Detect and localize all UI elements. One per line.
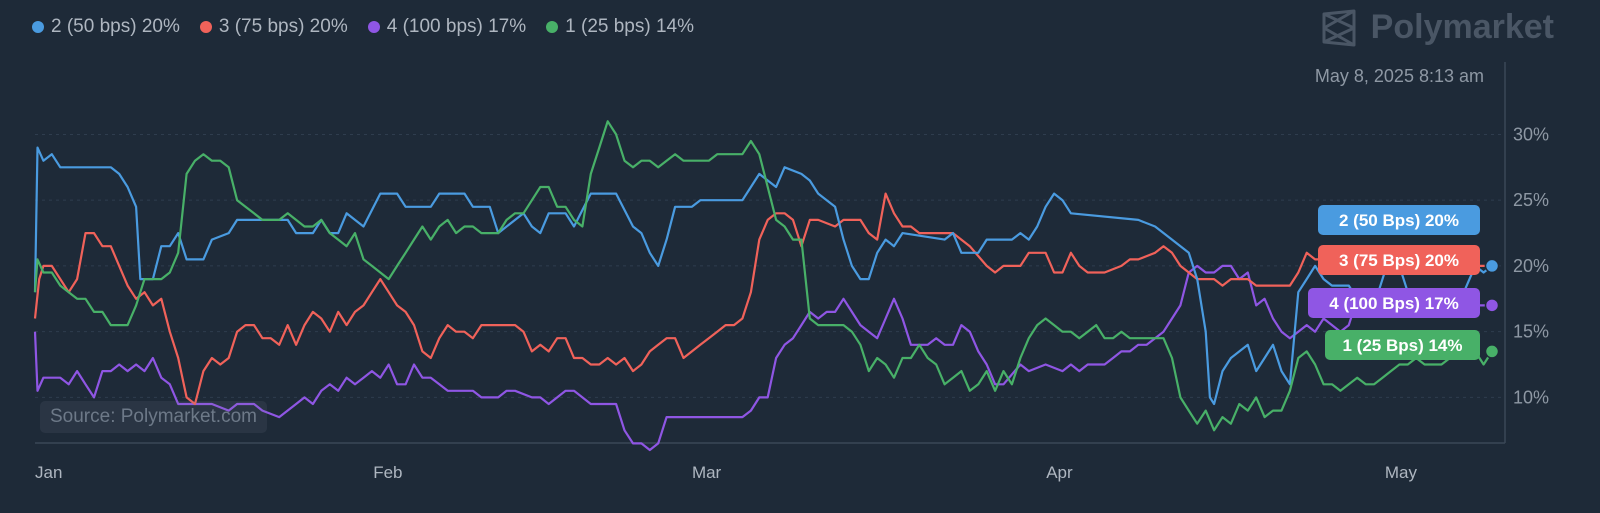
x-tick-label: Jan [35, 463, 62, 482]
end-label-text: 4 (100 Bps) 17% [1329, 294, 1458, 313]
legend-item-3-75bps[interactable]: 3 (75 bps) 20% [199, 16, 348, 38]
end-label-box [1308, 288, 1480, 318]
legend-dot-green [546, 21, 559, 33]
y-tick-label: 15% [1513, 322, 1549, 342]
legend-dot-red [199, 21, 212, 33]
series-end-marker [1484, 344, 1500, 359]
hover-timestamp: May 8, 2025 8:13 am [1314, 66, 1484, 86]
legend-item-4-100bps[interactable]: 4 (100 bps) 17% [367, 16, 527, 38]
series-lines [33, 120, 1500, 452]
source-badge: Source: Polymarket.com [40, 401, 267, 433]
brand-name: Polymarket [1370, 8, 1554, 46]
legend-label: 4 (100 bps) 17% [386, 16, 527, 37]
series-line[interactable] [33, 264, 1492, 452]
series-line[interactable] [33, 120, 1493, 432]
x-tick-label: Apr [1046, 463, 1073, 482]
legend-dot-blue [32, 21, 44, 33]
legend-label: 3 (75 bps) 20% [218, 16, 348, 37]
chart-legend: 2 (50 bps) 20% 3 (75 bps) 20% 4 (100 bps… [32, 16, 694, 38]
y-tick-label: 10% [1513, 387, 1549, 407]
end-label-box [1318, 245, 1480, 275]
polymarket-logo[interactable]: Polymarket [1321, 8, 1554, 47]
series-line[interactable] [33, 192, 1492, 406]
y-tick-label: 20% [1513, 256, 1549, 276]
series-end-marker [1484, 258, 1500, 274]
x-tick-label: Feb [373, 463, 402, 482]
legend-label: 1 (25 bps) 14% [565, 16, 694, 37]
end-label-text: 2 (50 Bps) 20% [1339, 211, 1459, 230]
end-label-text: 3 (75 Bps) 20% [1339, 251, 1459, 270]
x-tick-label: Mar [692, 463, 722, 482]
series-line[interactable] [33, 146, 1493, 406]
end-labels: 2 (50 Bps) 20% 3 (75 Bps) 20% 4 (100 Bps) … [1308, 205, 1480, 360]
end-label-box [1318, 205, 1480, 235]
legend-dot-purple [367, 21, 380, 33]
grid-lines [35, 133, 1505, 398]
y-tick-label: 30% [1513, 124, 1549, 144]
axes: 10% 15% 20% 25% 30% Jan Feb Mar Apr May [35, 62, 1549, 482]
legend-item-1-25bps[interactable]: 1 (25 bps) 14% [546, 16, 694, 38]
end-label-text: 1 (25 Bps) 14% [1343, 336, 1463, 355]
x-tick-label: May [1385, 463, 1418, 482]
legend-label: 2 (50 bps) 20% [51, 16, 180, 37]
series-end-marker [1484, 298, 1500, 313]
end-label-box [1325, 330, 1480, 360]
y-tick-label: 25% [1513, 190, 1549, 210]
legend-item-2-50bps[interactable]: 2 (50 bps) 20% [32, 16, 180, 38]
polymarket-logo-icon [1322, 9, 1356, 46]
